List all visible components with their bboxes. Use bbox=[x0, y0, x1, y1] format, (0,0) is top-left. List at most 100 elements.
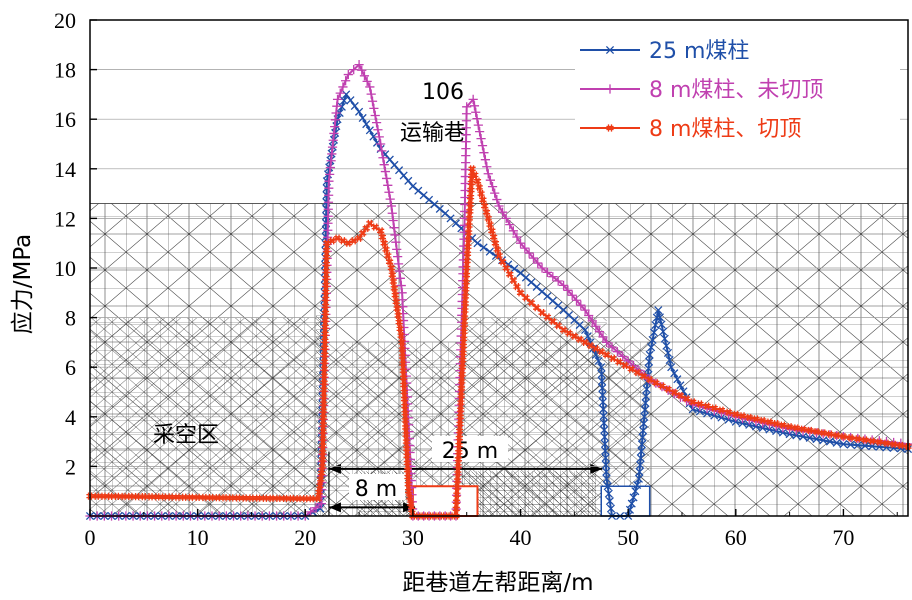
series-1-marker bbox=[819, 436, 828, 445]
series-3-marker bbox=[473, 177, 482, 185]
series-3-marker bbox=[113, 492, 121, 501]
series-3-marker bbox=[498, 258, 507, 266]
series-3-marker bbox=[301, 495, 309, 503]
series-3-marker bbox=[319, 448, 327, 457]
legend-marker-3 bbox=[606, 124, 614, 132]
series-1-marker bbox=[594, 356, 603, 366]
series-2-marker bbox=[385, 194, 395, 204]
series-3-marker bbox=[826, 430, 834, 438]
series-3-marker bbox=[399, 352, 407, 361]
series-3-marker bbox=[308, 495, 316, 503]
y-tick-label-2: 2 bbox=[65, 454, 76, 479]
series-1-marker bbox=[358, 113, 367, 123]
series-2-marker bbox=[327, 149, 337, 159]
series-2-marker bbox=[487, 182, 498, 192]
series-3-marker bbox=[401, 409, 409, 417]
series-3-marker bbox=[459, 342, 467, 350]
series-3-marker bbox=[320, 379, 328, 387]
series-3-marker bbox=[890, 440, 898, 448]
series-1-marker bbox=[601, 460, 611, 469]
series-2-marker bbox=[359, 71, 370, 81]
series-3-marker bbox=[319, 427, 327, 436]
series-2-marker bbox=[370, 110, 380, 121]
series-2-marker bbox=[490, 188, 500, 198]
series-1-marker bbox=[605, 497, 614, 506]
series-3-marker bbox=[390, 284, 398, 292]
series-2-marker bbox=[329, 128, 339, 139]
series-3-marker bbox=[603, 351, 611, 359]
series-3-marker bbox=[398, 345, 407, 354]
series-3-marker bbox=[362, 224, 370, 232]
series-2-marker bbox=[378, 153, 388, 163]
series-2-marker bbox=[515, 238, 526, 248]
y-tick-label-14: 14 bbox=[54, 157, 76, 182]
series-2-marker bbox=[362, 76, 372, 86]
series-1-marker bbox=[597, 370, 606, 379]
series-1-marker bbox=[365, 126, 374, 135]
series-3-marker bbox=[452, 505, 460, 513]
series-3-marker bbox=[406, 493, 414, 501]
legend-label-2: 8 m煤柱、未切顶 bbox=[649, 78, 823, 103]
series-3-marker bbox=[658, 382, 666, 390]
series-1-marker bbox=[659, 327, 668, 336]
series-3-marker bbox=[321, 302, 330, 310]
series-1-marker bbox=[660, 334, 669, 343]
series-1-marker bbox=[337, 102, 346, 111]
series-3-marker bbox=[745, 413, 753, 422]
series-3-marker bbox=[633, 368, 641, 377]
legend: 25 m煤柱 8 m煤柱、未切顶 8 m煤柱、切顶 bbox=[575, 28, 900, 158]
series-1-marker bbox=[606, 504, 615, 513]
series-3-marker bbox=[759, 416, 767, 425]
series-1-marker bbox=[599, 411, 608, 421]
series-3-marker bbox=[321, 323, 329, 331]
series-3-marker bbox=[554, 322, 562, 330]
series-2-marker bbox=[472, 114, 482, 124]
series-3-marker bbox=[323, 246, 331, 254]
series-1-marker bbox=[342, 90, 351, 99]
series-1-marker bbox=[601, 446, 610, 455]
series-3-marker bbox=[464, 243, 472, 251]
series-2-marker bbox=[341, 76, 351, 86]
series-3-marker bbox=[710, 404, 718, 412]
series-3-marker bbox=[377, 227, 385, 235]
x-tick-label-40: 40 bbox=[510, 525, 532, 550]
series-2-marker bbox=[612, 347, 622, 357]
series-2-marker bbox=[374, 132, 384, 142]
series-2-marker bbox=[520, 243, 530, 253]
series-3-marker bbox=[322, 281, 330, 289]
series-1-marker bbox=[355, 107, 364, 116]
x-tick-label-30: 30 bbox=[402, 525, 424, 550]
series-2-marker bbox=[584, 310, 594, 321]
series-2-marker bbox=[528, 253, 539, 263]
series-2-marker bbox=[390, 230, 400, 240]
series-1-marker bbox=[581, 325, 590, 335]
series-2-marker bbox=[477, 141, 488, 151]
series-3-marker bbox=[516, 289, 525, 297]
series-3-marker bbox=[786, 423, 794, 431]
series-3-marker bbox=[479, 196, 487, 204]
series-1-marker bbox=[640, 412, 649, 421]
series-1-marker bbox=[798, 432, 808, 441]
series-1-marker bbox=[339, 96, 349, 105]
series-1-marker bbox=[695, 407, 704, 416]
series-3-marker bbox=[126, 492, 134, 501]
series-3-marker bbox=[456, 406, 465, 414]
series-3-marker bbox=[241, 494, 249, 502]
series-2-marker bbox=[325, 162, 335, 173]
series-1-marker bbox=[731, 417, 740, 426]
series-3-marker bbox=[812, 428, 821, 436]
series-3-marker bbox=[384, 252, 392, 260]
y-tick-label-16: 16 bbox=[54, 107, 76, 132]
series-2-marker bbox=[377, 146, 387, 156]
y-tick-label-20: 20 bbox=[54, 8, 76, 33]
series-3-marker bbox=[320, 400, 328, 408]
series-3-marker bbox=[465, 221, 473, 230]
series-3-marker bbox=[322, 288, 330, 296]
series-2-marker bbox=[471, 107, 481, 117]
series-1-marker bbox=[654, 306, 663, 315]
series-3-marker bbox=[400, 381, 408, 389]
series-1-marker bbox=[751, 422, 761, 431]
series-2-marker bbox=[380, 166, 390, 177]
series-2-marker bbox=[392, 244, 402, 254]
